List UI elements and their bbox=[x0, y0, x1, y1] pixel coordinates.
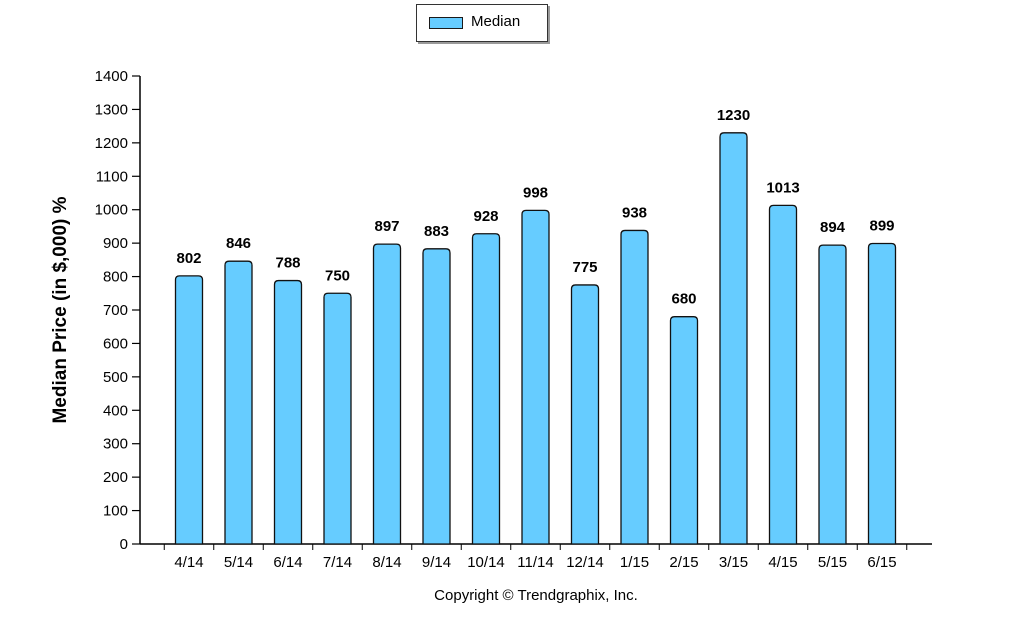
bar bbox=[521, 209, 550, 545]
bar bbox=[620, 229, 649, 545]
chart-legend: Median bbox=[416, 4, 548, 42]
bar bbox=[273, 279, 303, 545]
bar bbox=[174, 275, 204, 545]
data-label: 680 bbox=[671, 291, 696, 308]
bar bbox=[570, 284, 600, 545]
y-tick-label: 1200 bbox=[95, 135, 128, 152]
x-tick-label: 4/15 bbox=[768, 554, 797, 571]
bar bbox=[224, 260, 253, 545]
data-label: 1013 bbox=[766, 179, 799, 196]
x-tick-label: 7/14 bbox=[323, 554, 352, 571]
copyright-text: Copyright © Trendgraphix, Inc. bbox=[434, 587, 638, 604]
data-label: 998 bbox=[523, 184, 548, 201]
y-tick-label: 900 bbox=[103, 235, 128, 252]
data-label: 802 bbox=[176, 250, 201, 267]
x-tick-label: 4/14 bbox=[174, 554, 203, 571]
x-tick-label: 5/15 bbox=[818, 554, 847, 571]
y-tick-label: 700 bbox=[103, 302, 128, 319]
y-tick-label: 1300 bbox=[95, 101, 128, 118]
copyright-footer: Copyright © Trendgraphix, Inc. bbox=[0, 587, 1032, 604]
x-tick-label: 6/15 bbox=[867, 554, 896, 571]
data-label: 883 bbox=[424, 223, 449, 240]
y-axis-title: Median Price (in $,000) % bbox=[50, 196, 71, 423]
bar bbox=[422, 248, 451, 545]
x-tick-label: 2/15 bbox=[669, 554, 698, 571]
x-tick-label: 9/14 bbox=[422, 554, 451, 571]
y-tick-label: 400 bbox=[103, 402, 128, 419]
data-label: 846 bbox=[226, 235, 251, 252]
bar bbox=[323, 292, 352, 545]
y-tick-label: 800 bbox=[103, 269, 128, 286]
data-label: 928 bbox=[473, 208, 498, 225]
y-tick-label: 500 bbox=[103, 369, 128, 386]
x-tick-label: 11/14 bbox=[517, 554, 553, 571]
bar bbox=[818, 244, 847, 545]
legend-label: Median bbox=[471, 13, 521, 30]
x-tick-label: 5/14 bbox=[224, 554, 253, 571]
x-tick-label: 8/14 bbox=[372, 554, 401, 571]
data-label: 1230 bbox=[717, 107, 750, 124]
x-tick-label: 10/14 bbox=[467, 554, 505, 571]
y-tick-label: 600 bbox=[103, 335, 128, 352]
x-tick-label: 1/15 bbox=[620, 554, 649, 571]
data-label: 894 bbox=[820, 219, 846, 236]
data-label: 788 bbox=[275, 255, 300, 272]
data-label: 750 bbox=[325, 267, 350, 284]
x-tick-label: 3/15 bbox=[719, 554, 748, 571]
bar bbox=[768, 204, 798, 545]
data-label: 775 bbox=[572, 259, 597, 276]
y-tick-label: 1400 bbox=[95, 68, 128, 85]
y-tick-label: 300 bbox=[103, 436, 128, 453]
y-tick-label: 100 bbox=[103, 503, 128, 520]
x-tick-label: 6/14 bbox=[273, 554, 302, 571]
y-tick-label: 200 bbox=[103, 469, 128, 486]
legend-swatch bbox=[429, 17, 463, 29]
x-tick-label: 12/14 bbox=[566, 554, 604, 571]
data-label: 938 bbox=[622, 204, 647, 221]
bar bbox=[867, 242, 897, 545]
bar bbox=[372, 243, 402, 545]
y-tick-label: 1000 bbox=[95, 202, 128, 219]
bar bbox=[669, 316, 699, 545]
y-tick-label: 1100 bbox=[96, 168, 128, 185]
bar bbox=[719, 132, 748, 545]
data-label: 899 bbox=[869, 217, 894, 234]
data-label: 897 bbox=[374, 218, 399, 235]
y-tick-label: 0 bbox=[120, 536, 128, 553]
bar bbox=[471, 233, 501, 545]
